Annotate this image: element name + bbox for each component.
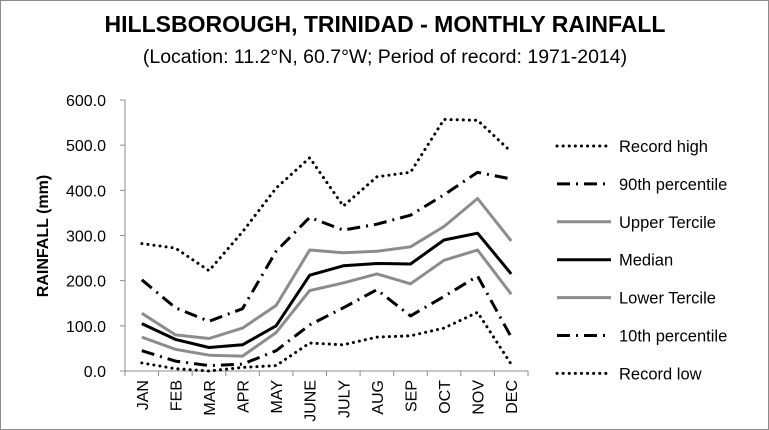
legend-label-10th-percentile: 10th percentile [619,328,727,346]
x-tick-label: SEP [403,380,420,412]
plot-area: 0.0 100.0 200.0 300.0 400.0 500.0 600.0 JAN FEB M… [66,93,529,422]
x-tick-label: NOV [471,380,488,415]
x-tick-label: DEC [504,380,521,414]
y-tick-label: 500.0 [66,138,106,155]
legend-label-lower-tercile: Lower Tercile [619,290,716,308]
legend-label-record-low: Record low [619,365,702,383]
y-tick-label: 400.0 [66,183,106,200]
y-tick-label: 200.0 [66,274,106,291]
x-tick-label: OCT [437,380,454,414]
legend-label-median: Median [619,252,673,270]
y-tick-label: 0.0 [84,364,106,381]
series-line-upper-tercile [140,197,513,340]
x-tick-label: MAR [202,380,219,416]
y-tick-label: 300.0 [66,229,106,246]
series-line-10th-percentile [141,274,513,368]
x-tick-label: JUNE [303,380,320,422]
x-tick-label: MAY [269,380,286,414]
x-tick-label: AUG [370,380,387,415]
series-line-lower-tercile [141,248,513,358]
series-line-record-low [140,310,513,373]
legend: Record high 90th percentile Upper Tercile M… [555,138,727,383]
legend-label-upper-tercile: Upper Tercile [619,214,716,232]
y-tick-label: 600.0 [66,93,106,110]
y-tick-label: 100.0 [66,319,106,336]
series-line-median [141,231,513,349]
legend-label-record-high: Record high [619,138,708,156]
series-line-90th-percentile [140,170,512,323]
x-tick-label: FEB [168,380,185,411]
chart-title: HILLSBOROUGH, TRINIDAD - MONTHLY RAINFAL… [105,11,666,37]
x-tick-label: APR [236,380,253,413]
y-axis-label: RAINFALL (mm) [35,175,52,297]
x-tick-label: JULY [336,380,353,418]
series-line-record-high [140,117,513,273]
legend-label-90th-percentile: 90th percentile [619,176,727,194]
chart-subtitle: (Location: 11.2°N, 60.7°W; Period of rec… [143,46,627,68]
x-tick-label: JAN [135,380,152,410]
